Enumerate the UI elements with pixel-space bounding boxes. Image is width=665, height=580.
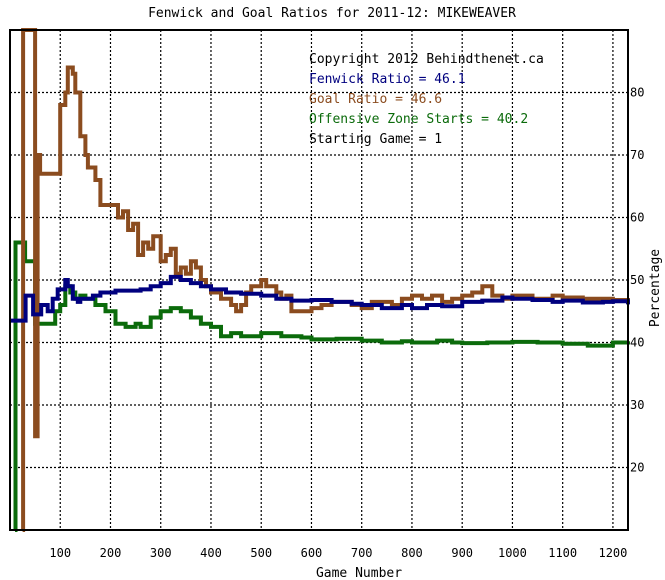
x-tick-label: 600: [301, 546, 323, 560]
x-tick-label: 500: [250, 546, 272, 560]
y-tick-label: 20: [630, 461, 644, 475]
y-tick-labels: 20 30 40 50 60 70 80: [630, 86, 644, 475]
y-tick-label: 60: [630, 211, 644, 225]
x-tick-label: 300: [150, 546, 172, 560]
x-tick-labels: 100 200 300 400 500 600 700 800 900 1000 1100 1200: [49, 546, 627, 560]
plot-frame: [9, 29, 629, 531]
x-tick-label: 100: [49, 546, 71, 560]
x-tick-label: 1000: [498, 546, 527, 560]
y-tick-label: 30: [630, 398, 644, 412]
y-tick-label: 50: [630, 273, 644, 287]
legend: Copyright 2012 Behindthenet.ca Fenwick R…: [309, 52, 544, 147]
x-tick-label: 1200: [598, 546, 627, 560]
x-tick-label: 700: [351, 546, 373, 560]
y-axis-label: Percentage: [648, 249, 663, 327]
legend-ozone: Offensive Zone Starts = 40.2: [309, 112, 528, 127]
y-tick-label: 80: [630, 86, 644, 100]
y-tick-label: 40: [630, 336, 644, 350]
legend-goal: Goal Ratio = 46.6: [309, 92, 442, 107]
series-line-fenwick-ratio: [10, 274, 630, 323]
x-tick-label: 1100: [548, 546, 577, 560]
series-line-goal-ratio: [21, 28, 630, 532]
y-tick-label: 70: [630, 148, 644, 162]
chart-title: Fenwick and Goal Ratios for 2011-12: MIK…: [148, 6, 516, 21]
x-tick-label: 200: [100, 546, 122, 560]
legend-copyright: Copyright 2012 Behindthenet.ca: [309, 52, 544, 67]
x-tick-label: 800: [401, 546, 423, 560]
grid: [10, 30, 628, 530]
x-tick-label: 900: [451, 546, 473, 560]
series-layer: [10, 28, 630, 532]
legend-starting-game: Starting Game = 1: [309, 132, 442, 147]
legend-fenwick: Fenwick Ratio = 46.1: [309, 72, 466, 87]
x-tick-label: 400: [200, 546, 222, 560]
x-axis-label: Game Number: [316, 566, 402, 580]
